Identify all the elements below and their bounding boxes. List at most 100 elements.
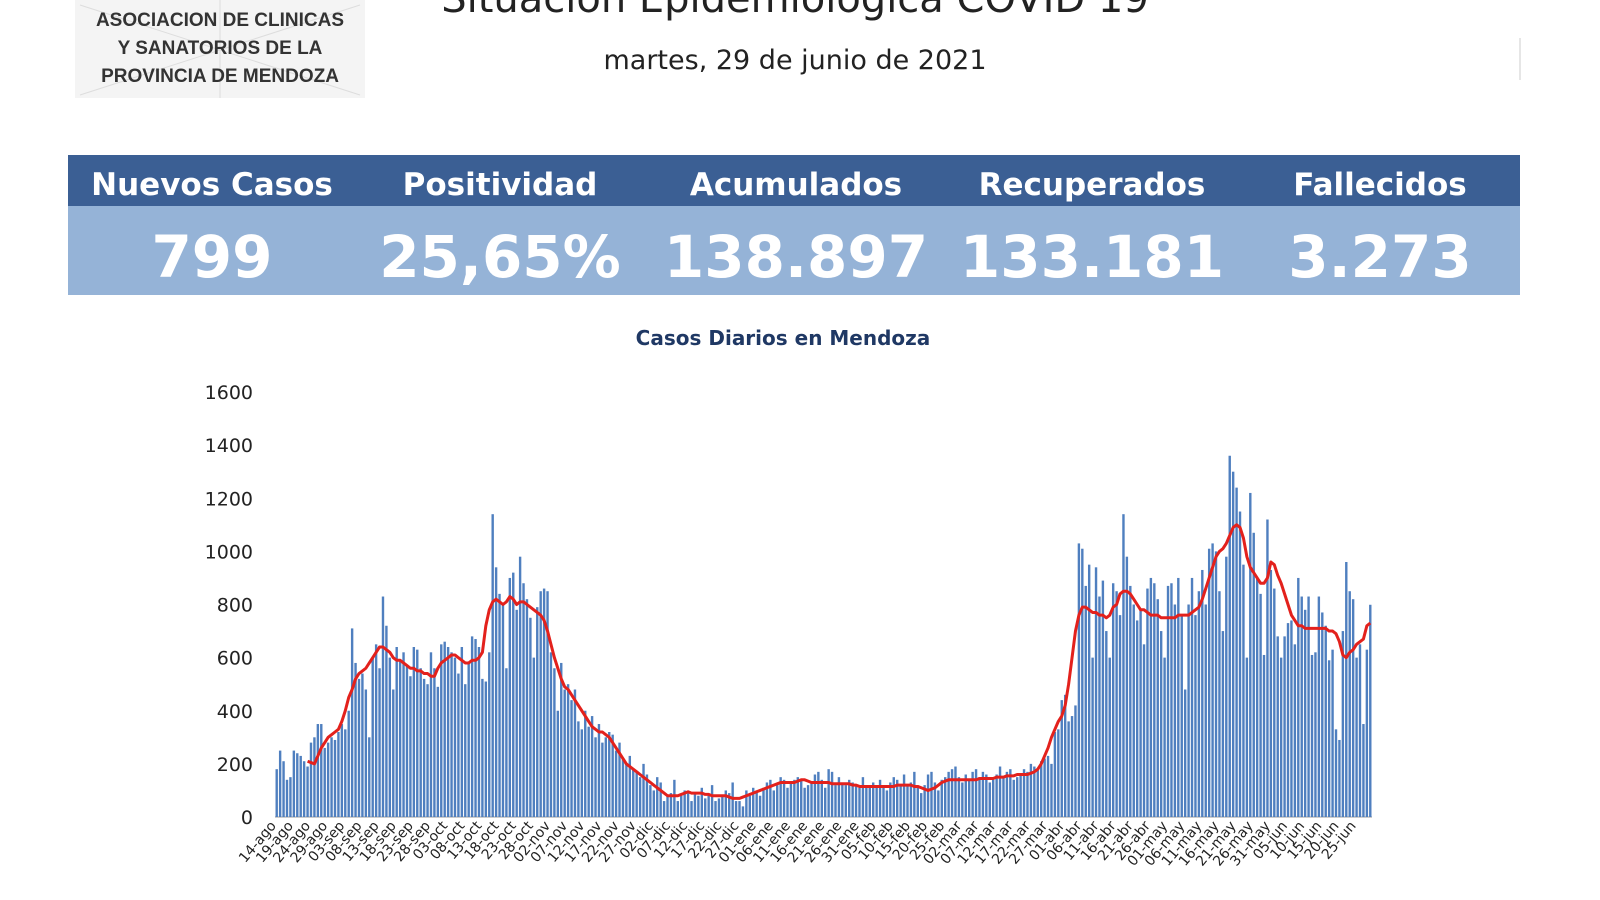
chart: 0200400600800100012001400160014-ago19-ag… [205, 382, 1372, 869]
bar [782, 779, 786, 817]
y-tick-label: 400 [217, 701, 253, 723]
bar [734, 801, 738, 817]
bar [1108, 657, 1111, 817]
bar [608, 732, 611, 817]
bar [467, 662, 470, 817]
bar [330, 737, 333, 817]
bar [710, 785, 714, 817]
bar [961, 782, 964, 817]
bar [793, 779, 796, 817]
bar [745, 790, 748, 817]
bar [865, 785, 868, 817]
bar [1273, 588, 1276, 817]
bar [1331, 649, 1334, 817]
bar [1242, 564, 1245, 817]
bar [416, 649, 419, 817]
bar [364, 689, 368, 817]
bar [491, 514, 494, 817]
bar [1139, 609, 1142, 817]
stats: Nuevos Casos 799 Positividad 25,65% Acumulad… [91, 167, 1472, 291]
bar [580, 729, 584, 817]
bar [954, 766, 957, 817]
bar [848, 779, 851, 817]
bar [426, 684, 429, 817]
bar [1163, 657, 1166, 817]
bar [1053, 732, 1057, 817]
bar [638, 777, 642, 817]
bar [1132, 604, 1135, 817]
bar [1094, 567, 1098, 817]
bar [282, 761, 285, 817]
bar [1276, 636, 1279, 817]
bar [1286, 623, 1290, 817]
bar [995, 774, 998, 817]
logo-text: Y SANATORIOS DE LA [118, 38, 323, 59]
bar [402, 652, 405, 817]
bar [659, 782, 662, 817]
bar [1087, 564, 1091, 817]
bar [542, 588, 546, 817]
bar [755, 790, 758, 817]
bar [381, 596, 385, 817]
bar [621, 758, 625, 817]
bar [618, 742, 621, 817]
bar [594, 737, 597, 817]
bar [902, 774, 906, 817]
bar [830, 771, 834, 817]
bar [1015, 777, 1019, 817]
bar [440, 644, 443, 817]
bar [892, 777, 895, 817]
bar [882, 787, 885, 817]
bar [512, 572, 515, 817]
bar [851, 782, 854, 817]
bar [614, 750, 618, 817]
bar [824, 787, 827, 817]
bar [878, 779, 882, 817]
bar [573, 689, 577, 817]
stat-value: 138.897 [664, 223, 928, 291]
bar [868, 787, 871, 817]
bar [1201, 569, 1204, 817]
bar [443, 641, 446, 817]
bar [560, 662, 563, 817]
bar [758, 795, 762, 817]
bar [1269, 569, 1273, 817]
bar [937, 790, 940, 817]
moving-average-line [307, 523, 1372, 800]
bar [553, 668, 556, 817]
bar [1341, 631, 1345, 817]
bar [313, 737, 316, 817]
bar [625, 763, 628, 817]
bar [1012, 779, 1015, 817]
bar [1259, 593, 1262, 817]
bar [652, 790, 656, 817]
bar [1279, 657, 1283, 817]
bar [498, 593, 501, 817]
bar [669, 793, 673, 817]
bar [556, 710, 560, 817]
bar [1362, 724, 1365, 817]
bar [1183, 689, 1187, 817]
bar [1159, 631, 1163, 817]
bar [642, 763, 645, 817]
bar [1190, 577, 1194, 817]
bar [779, 777, 782, 817]
page-title: Situación Epidemiológica COVID 19 [441, 0, 1149, 22]
stat-label: Acumulados [690, 167, 902, 203]
stat-label: Fallecidos [1293, 167, 1467, 203]
bar [872, 782, 875, 817]
bar [1170, 583, 1173, 817]
bar [388, 657, 392, 817]
bar [899, 785, 902, 817]
bar [796, 777, 799, 817]
bar [1029, 763, 1033, 817]
bar [597, 724, 601, 817]
logo-text: PROVINCIA DE MENDOZA [101, 66, 339, 87]
bar [525, 599, 529, 817]
bar [309, 742, 313, 817]
bar [488, 652, 491, 817]
bar [1039, 761, 1043, 817]
bar [361, 673, 364, 817]
bar [1351, 599, 1355, 817]
y-tick-label: 200 [217, 754, 253, 776]
